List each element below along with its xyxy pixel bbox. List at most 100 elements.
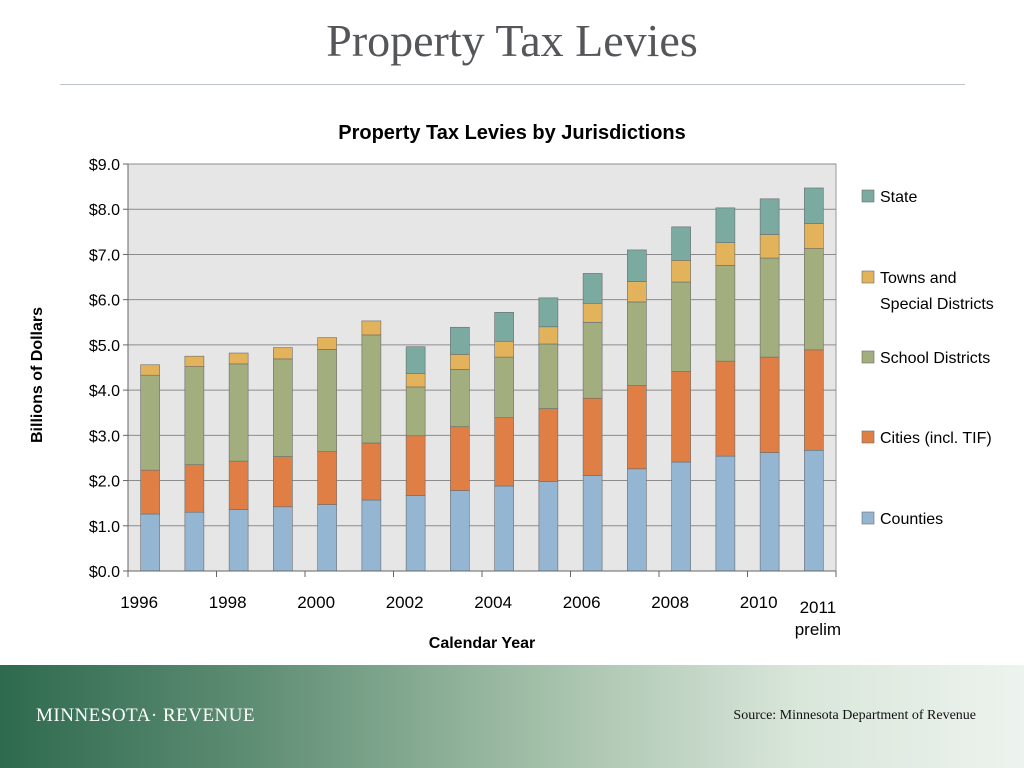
x-axis-title: Calendar Year	[429, 635, 535, 652]
y-tick-label: $8.0	[89, 202, 120, 219]
bar-segment	[671, 281, 691, 372]
bar-segment	[715, 242, 736, 266]
bar-segment	[228, 363, 249, 462]
x-tick-label: 2000	[297, 593, 335, 612]
bar-segment	[228, 509, 249, 572]
bar-segment	[804, 223, 824, 249]
bar-segment	[405, 386, 426, 437]
bar-segment	[582, 321, 603, 399]
bar-segment	[405, 373, 426, 388]
x-tick-label: 2006	[563, 593, 601, 612]
bar-segment	[804, 187, 824, 224]
bar-segment	[582, 397, 603, 476]
bar-segment	[317, 504, 337, 572]
bar-segment	[405, 346, 426, 374]
bar-segment	[759, 356, 780, 453]
bar-segment	[450, 490, 470, 572]
bar-segment	[538, 297, 559, 328]
property-tax-chart: Property Tax Levies by Jurisdictions $0.…	[29, 122, 994, 652]
bar-segment	[140, 513, 160, 572]
x-tick-label: 2010	[740, 593, 778, 612]
bar-segment	[450, 326, 470, 355]
bar-segment	[273, 506, 293, 572]
bar-segment	[671, 461, 691, 572]
legend-swatch	[861, 430, 875, 444]
bar-segment	[759, 198, 780, 235]
bar-segment	[184, 511, 205, 572]
y-tick-label: $0.0	[89, 564, 120, 581]
bar-segment	[494, 312, 514, 342]
bar-segment	[538, 343, 559, 409]
slide-title: Property Tax Levies	[326, 15, 698, 66]
y-tick-label: $7.0	[89, 247, 120, 264]
bar-segment	[405, 495, 426, 572]
bar-segment	[715, 360, 736, 457]
bar-segment	[715, 455, 736, 572]
y-tick-label: $5.0	[89, 338, 120, 355]
bar-segment	[494, 417, 514, 487]
bar-segment	[715, 264, 736, 362]
title-divider	[60, 84, 965, 85]
y-tick-label: $2.0	[89, 474, 120, 491]
bar-segment	[582, 475, 603, 572]
legend-label: Counties	[880, 511, 943, 528]
bar-segment	[538, 326, 559, 345]
bar-segment	[582, 302, 603, 323]
bar-segment	[671, 371, 691, 463]
bar-segment	[627, 468, 647, 572]
x-tick-label: 2008	[651, 593, 689, 612]
bar-segment	[450, 369, 470, 428]
legend-label: State	[880, 189, 917, 206]
y-tick-label: $1.0	[89, 519, 120, 536]
bar-segment	[140, 469, 160, 515]
legend-swatch	[861, 270, 875, 284]
footer-band: MINNESOTA· REVENUE Source: Minnesota Dep…	[0, 665, 1024, 768]
bar-segment	[361, 334, 382, 444]
bar-segment	[759, 234, 780, 259]
legend-swatch	[861, 511, 875, 525]
bar-segment	[405, 435, 426, 496]
bar-segment	[317, 451, 337, 505]
y-tick-label: $3.0	[89, 428, 120, 445]
legend: State Towns and Special Districts School Di…	[861, 189, 994, 528]
bar-segment	[582, 273, 603, 304]
bar-segment	[627, 385, 647, 470]
bar-segment	[804, 349, 824, 451]
bar-segment	[494, 485, 514, 572]
bar-segment	[361, 442, 382, 501]
minnesota-revenue-logo: MINNESOTA· REVENUE	[36, 705, 256, 726]
bar-segment	[273, 347, 293, 360]
x-tick-label: 1998	[209, 593, 247, 612]
bar-segment	[228, 460, 249, 510]
bar-segment	[317, 337, 337, 350]
bar-segment	[140, 374, 160, 471]
bar-segment	[715, 207, 736, 243]
bar-segment	[450, 426, 470, 491]
legend-swatch	[861, 350, 875, 364]
x-tick-label: 2002	[386, 593, 424, 612]
bar-segment	[627, 281, 647, 303]
y-tick-label: $6.0	[89, 293, 120, 310]
y-tick-label: $4.0	[89, 383, 120, 400]
legend-label: Cities (incl. TIF)	[880, 430, 992, 447]
bar-segment	[671, 260, 691, 283]
source-note: Source: Minnesota Department of Revenue	[733, 708, 976, 723]
bar-segment	[184, 366, 205, 466]
bar-segment	[450, 354, 470, 370]
bar-segment	[804, 248, 824, 351]
bar-segment	[361, 499, 382, 572]
x-tick-label: 2004	[474, 593, 512, 612]
bar-segment	[361, 320, 382, 336]
bar-segment	[273, 456, 293, 508]
chart-title: Property Tax Levies by Jurisdictions	[338, 122, 686, 144]
bar-segment	[538, 481, 559, 572]
bar-segment	[759, 452, 780, 572]
bar-segment	[317, 349, 337, 452]
legend-label: School Districts	[880, 350, 990, 367]
bar-segment	[184, 355, 205, 367]
y-axis-title: Billions of Dollars	[29, 307, 46, 443]
x-tick-label: 2011 prelim	[795, 598, 841, 639]
bar-segment	[494, 340, 514, 358]
bar-segment	[538, 408, 559, 482]
bar-segment	[671, 226, 691, 261]
